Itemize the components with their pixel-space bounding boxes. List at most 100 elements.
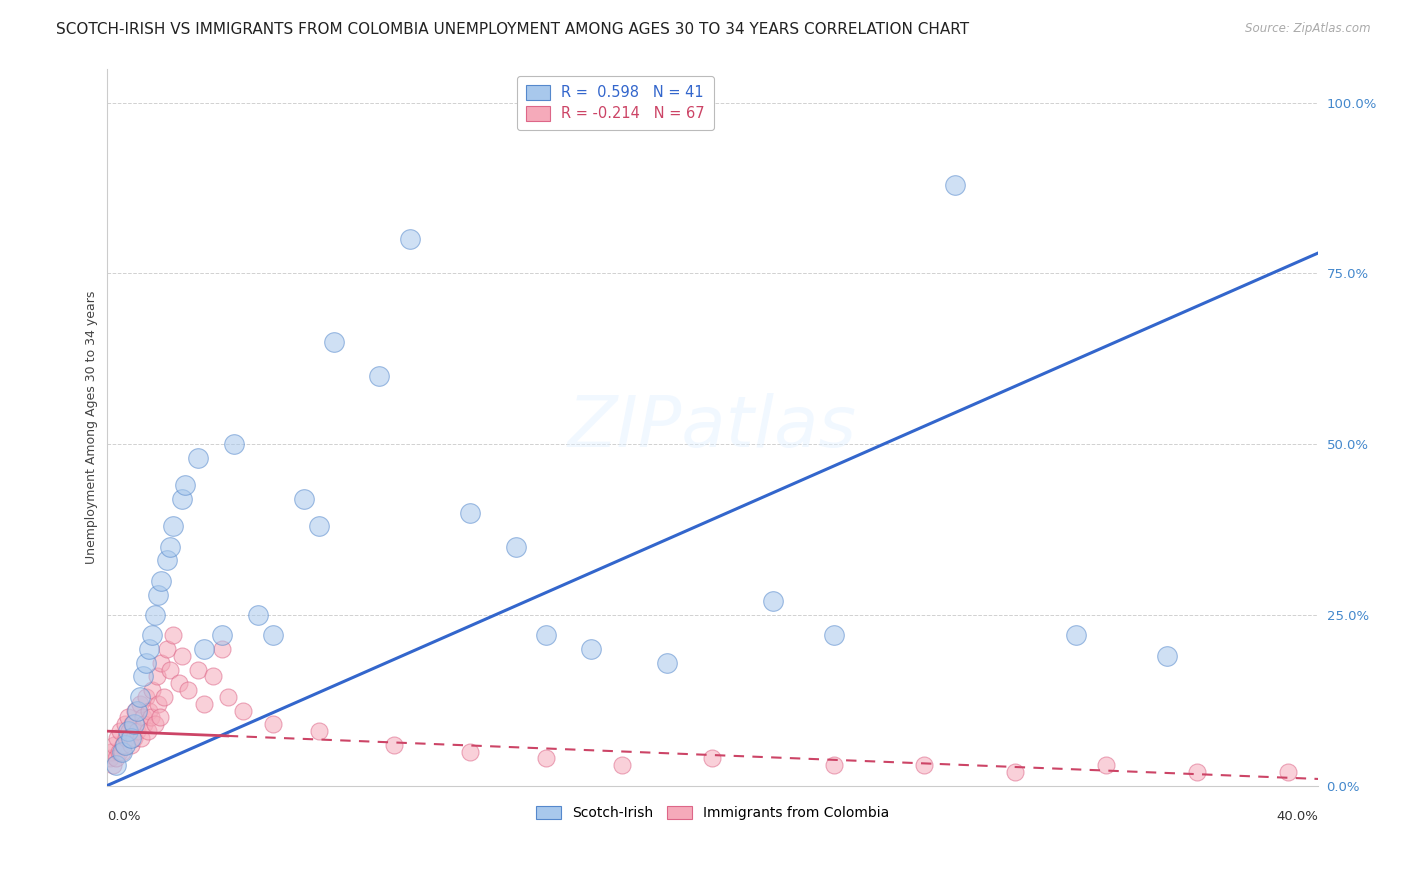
Point <box>135 690 157 704</box>
Point <box>111 745 134 759</box>
Point <box>177 683 200 698</box>
Point <box>201 669 224 683</box>
Point <box>117 710 139 724</box>
Point <box>103 738 125 752</box>
Text: 0.0%: 0.0% <box>107 810 141 822</box>
Point <box>322 334 344 349</box>
Point <box>132 669 155 683</box>
Point <box>115 731 138 745</box>
Point <box>153 690 176 704</box>
Point <box>534 628 557 642</box>
Point <box>1156 648 1178 663</box>
Point <box>1185 765 1208 780</box>
Point <box>131 731 153 745</box>
Point <box>156 642 179 657</box>
Point <box>98 751 121 765</box>
Point <box>138 642 160 657</box>
Point <box>112 738 135 752</box>
Point <box>146 587 169 601</box>
Point <box>100 745 122 759</box>
Point <box>125 724 148 739</box>
Point <box>141 628 163 642</box>
Point <box>138 704 160 718</box>
Point <box>129 690 152 704</box>
Text: Source: ZipAtlas.com: Source: ZipAtlas.com <box>1246 22 1371 36</box>
Point <box>135 656 157 670</box>
Point <box>458 506 481 520</box>
Point <box>308 519 330 533</box>
Point <box>211 628 233 642</box>
Point <box>122 731 145 745</box>
Point <box>610 758 633 772</box>
Point <box>186 663 208 677</box>
Point <box>292 491 315 506</box>
Text: SCOTCH-IRISH VS IMMIGRANTS FROM COLOMBIA UNEMPLOYMENT AMONG AGES 30 TO 34 YEARS : SCOTCH-IRISH VS IMMIGRANTS FROM COLOMBIA… <box>56 22 969 37</box>
Point <box>136 724 159 739</box>
Point <box>762 594 785 608</box>
Point <box>1004 765 1026 780</box>
Point <box>159 540 181 554</box>
Point <box>104 758 127 772</box>
Point <box>211 642 233 657</box>
Point <box>247 607 270 622</box>
Point <box>129 697 152 711</box>
Point <box>914 758 936 772</box>
Point <box>150 574 173 588</box>
Point <box>193 642 215 657</box>
Point <box>143 717 166 731</box>
Point <box>823 628 845 642</box>
Point <box>186 450 208 465</box>
Point <box>120 731 142 745</box>
Point <box>105 731 128 745</box>
Point <box>134 717 156 731</box>
Point <box>150 656 173 670</box>
Point <box>110 724 132 739</box>
Point <box>172 491 194 506</box>
Point <box>262 628 284 642</box>
Point <box>145 669 167 683</box>
Point <box>384 738 406 752</box>
Point <box>581 642 603 657</box>
Point <box>122 717 145 731</box>
Point <box>943 178 966 192</box>
Point <box>141 683 163 698</box>
Point <box>262 717 284 731</box>
Point <box>458 745 481 759</box>
Point <box>1398 765 1406 780</box>
Point <box>120 738 142 752</box>
Point <box>534 751 557 765</box>
Point <box>193 697 215 711</box>
Point <box>232 704 254 718</box>
Point <box>702 751 724 765</box>
Point <box>505 540 527 554</box>
Point <box>139 710 162 724</box>
Point <box>149 710 172 724</box>
Point <box>132 710 155 724</box>
Point <box>1095 758 1118 772</box>
Point <box>156 553 179 567</box>
Point <box>1277 765 1299 780</box>
Point <box>222 437 245 451</box>
Point <box>111 745 134 759</box>
Y-axis label: Unemployment Among Ages 30 to 34 years: Unemployment Among Ages 30 to 34 years <box>86 291 98 564</box>
Point <box>172 648 194 663</box>
Point <box>121 717 143 731</box>
Point <box>217 690 239 704</box>
Point <box>159 663 181 677</box>
Point <box>125 704 148 718</box>
Point <box>174 478 197 492</box>
Point <box>308 724 330 739</box>
Point <box>117 724 139 739</box>
Point <box>655 656 678 670</box>
Point <box>146 697 169 711</box>
Point <box>114 738 136 752</box>
Point <box>169 676 191 690</box>
Point <box>162 519 184 533</box>
Point <box>368 368 391 383</box>
Text: ZIPatlas: ZIPatlas <box>568 392 856 462</box>
Text: 40.0%: 40.0% <box>1277 810 1319 822</box>
Point <box>143 607 166 622</box>
Legend: Scotch-Irish, Immigrants from Colombia: Scotch-Irish, Immigrants from Colombia <box>530 800 894 825</box>
Point <box>107 745 129 759</box>
Point <box>1337 772 1360 786</box>
